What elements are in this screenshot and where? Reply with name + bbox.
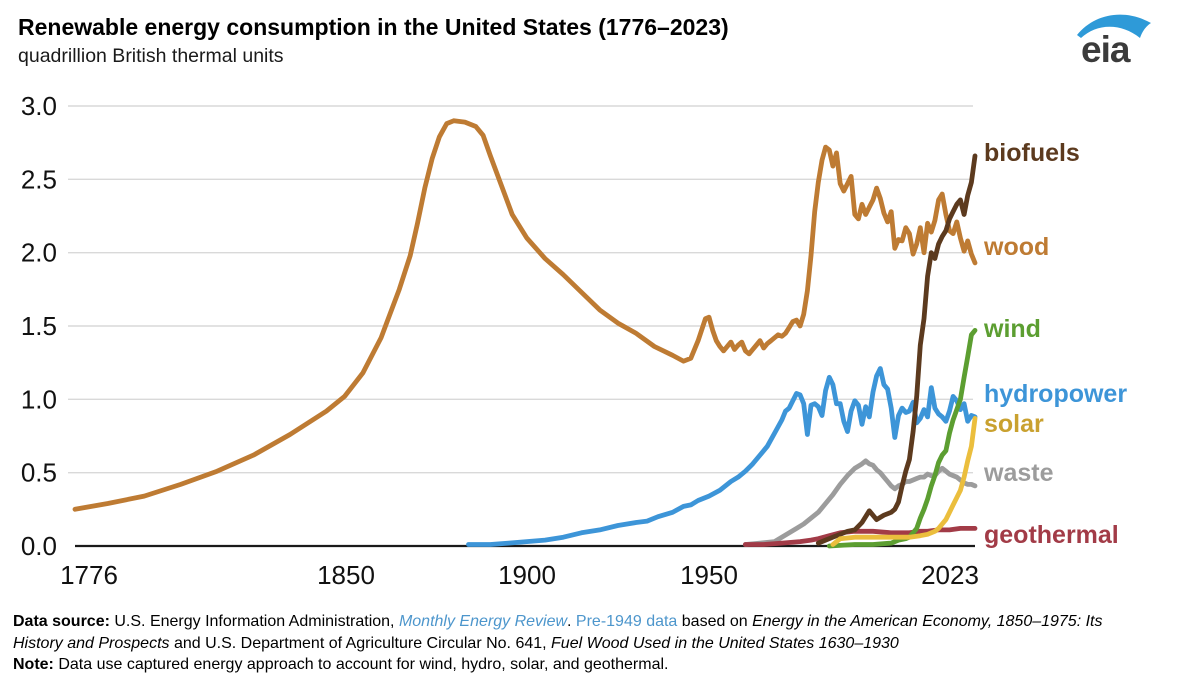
- y-tick-label: 3.0: [21, 91, 57, 121]
- x-tick-label: 1776: [60, 560, 118, 590]
- source-note-line-2: History and Prospects and U.S. Departmen…: [13, 633, 1193, 655]
- source-note-text: Data source:: [13, 613, 115, 630]
- source-note-text: .: [567, 613, 576, 630]
- series-label-wind: wind: [983, 315, 1041, 343]
- series-label-geothermal: geothermal: [984, 521, 1119, 549]
- series-line-wood: [72, 118, 978, 512]
- y-tick-label: 0.0: [21, 531, 57, 561]
- source-note-text: Note:: [13, 656, 59, 673]
- y-tick-label: 1.0: [21, 384, 57, 414]
- series-label-waste: waste: [983, 459, 1054, 487]
- source-note-text: History and Prospects: [13, 634, 170, 652]
- series-label-solar: solar: [984, 410, 1044, 438]
- series-line-waste: [743, 458, 978, 547]
- y-tick-label: 2.5: [21, 164, 57, 194]
- x-tick-label: 1950: [680, 560, 738, 590]
- source-note-text: Energy in the American Economy, 1850–197…: [752, 613, 1103, 630]
- eia-logo: eia: [1077, 14, 1151, 68]
- x-tick-label: 1850: [317, 560, 375, 590]
- chart-units-subtitle: quadrillion British thermal units: [18, 45, 284, 67]
- source-note-text: based on: [677, 613, 753, 630]
- series-label-wood: wood: [983, 233, 1049, 261]
- series-line-wind: [826, 327, 978, 549]
- x-tick-label: 1900: [498, 560, 556, 590]
- source-note-text: and U.S. Department of Agriculture Circu…: [169, 634, 552, 652]
- link-pre-1949-data[interactable]: Pre-1949 data: [575, 613, 678, 630]
- y-tick-label: 2.0: [21, 238, 57, 268]
- series-line-biofuels: [815, 153, 978, 546]
- link-monthly-energy-review[interactable]: Monthly Energy Review: [398, 613, 568, 630]
- series-label-biofuels: biofuels: [984, 139, 1080, 167]
- source-note: Data source: U.S. Energy Information Adm…: [13, 611, 1193, 676]
- eia-logo-text: eia: [1081, 29, 1131, 68]
- eia-logo-swoosh-icon: [1077, 14, 1151, 38]
- page-title: Renewable energy consumption in the Unit…: [18, 14, 729, 40]
- series-line-solar: [830, 415, 978, 547]
- source-note-line-1: Data source: U.S. Energy Information Adm…: [13, 611, 1193, 633]
- y-tick-label: 1.5: [21, 311, 57, 341]
- series-line-hydropower: [466, 366, 978, 547]
- source-note-text: U.S. Energy Information Administration,: [114, 613, 399, 630]
- source-note-text: Fuel Wood Used in the United States 1630…: [551, 634, 899, 652]
- y-tick-label: 0.5: [21, 458, 57, 488]
- source-note-text: Data use captured energy approach to acc…: [58, 656, 669, 673]
- source-note-line-3: Note: Data use captured energy approach …: [13, 654, 1193, 676]
- series-label-hydropower: hydropower: [984, 380, 1127, 408]
- x-tick-label: 2023: [921, 560, 979, 590]
